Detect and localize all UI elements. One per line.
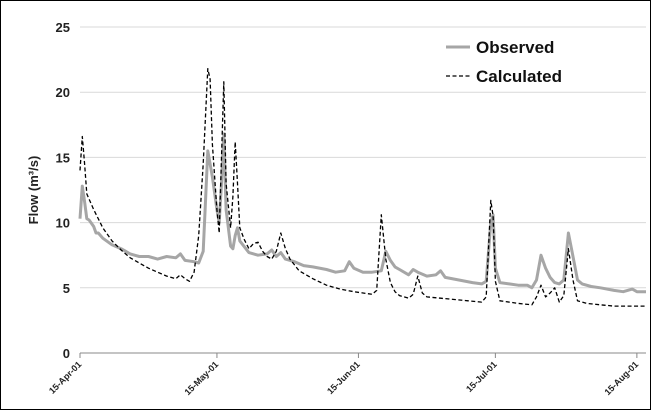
gridlines bbox=[80, 26, 646, 289]
x-tick-label: 15-Jun-01 bbox=[325, 359, 362, 396]
x-tick-labels: 15-Apr-01 15-May-01 15-Jun-01 15-Jul-01 15-A… bbox=[47, 353, 640, 397]
y-tick-label: 10 bbox=[56, 216, 70, 231]
y-tick-label: 0 bbox=[63, 346, 70, 361]
series-lines bbox=[78, 68, 646, 307]
series-line-calculated bbox=[79, 68, 646, 307]
x-tick-label: 15-Jul-01 bbox=[464, 359, 499, 394]
y-tick-label: 20 bbox=[56, 85, 70, 100]
legend-label-calculated: Calculated bbox=[476, 67, 562, 86]
y-axis-label: Flow (m³/s) bbox=[26, 156, 41, 225]
legend: Observed Calculated bbox=[446, 38, 562, 86]
legend-label-observed: Observed bbox=[476, 38, 554, 57]
y-tick-label: 5 bbox=[63, 281, 70, 296]
series-line-observed bbox=[78, 132, 646, 294]
y-tick-labels: 0 5 10 15 20 25 bbox=[56, 20, 70, 361]
x-tick-label: 15-Apr-01 bbox=[47, 359, 83, 395]
y-tick-label: 15 bbox=[56, 150, 70, 165]
x-tick-label: 15-Aug-01 bbox=[602, 359, 640, 397]
y-tick-label: 25 bbox=[56, 20, 70, 35]
x-tick-label: 15-May-01 bbox=[182, 359, 220, 397]
